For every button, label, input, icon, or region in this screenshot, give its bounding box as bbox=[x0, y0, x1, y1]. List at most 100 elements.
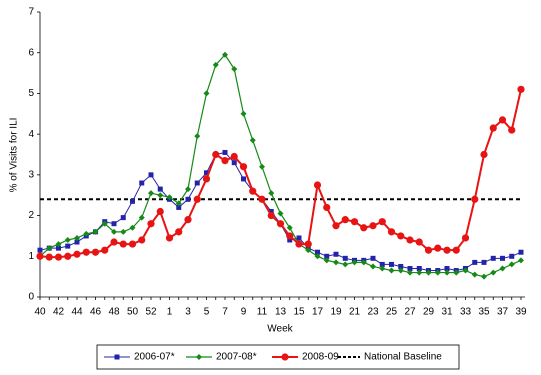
data-point bbox=[332, 222, 340, 230]
data-point bbox=[509, 253, 515, 259]
data-point bbox=[110, 238, 118, 246]
data-point bbox=[342, 261, 349, 268]
data-point bbox=[147, 220, 155, 228]
x-tick-label: 23 bbox=[367, 307, 379, 318]
data-point bbox=[222, 51, 228, 58]
data-point bbox=[240, 110, 247, 117]
data-point bbox=[120, 215, 126, 221]
data-point bbox=[333, 259, 339, 266]
data-point bbox=[74, 239, 80, 245]
data-point bbox=[120, 228, 127, 235]
data-point bbox=[498, 116, 507, 124]
data-point bbox=[360, 224, 368, 232]
data-point bbox=[286, 224, 293, 231]
data-point bbox=[378, 218, 386, 226]
legend-label: National Baseline bbox=[364, 352, 442, 363]
data-point bbox=[323, 257, 330, 264]
data-point bbox=[490, 269, 497, 276]
data-point bbox=[241, 176, 246, 182]
x-tick-label: 19 bbox=[330, 307, 342, 318]
data-point bbox=[166, 194, 173, 201]
y-tick-label: 5 bbox=[28, 88, 34, 99]
data-point bbox=[369, 222, 377, 230]
x-tick-label: 9 bbox=[241, 307, 247, 318]
data-point bbox=[323, 203, 331, 212]
data-point bbox=[434, 244, 442, 252]
data-point bbox=[212, 150, 220, 159]
data-point bbox=[175, 228, 183, 236]
data-point bbox=[444, 269, 450, 276]
data-point bbox=[462, 267, 469, 274]
x-tick-label: 44 bbox=[71, 307, 83, 318]
x-tick-label: 17 bbox=[312, 307, 324, 318]
legend-label: 2006-07* bbox=[134, 352, 175, 363]
data-point bbox=[387, 228, 396, 236]
y-axis-label: % of Visits for ILI bbox=[9, 118, 20, 193]
data-point bbox=[130, 198, 135, 204]
data-point bbox=[156, 207, 164, 216]
data-point bbox=[222, 149, 228, 155]
x-tick-label: 5 bbox=[204, 307, 210, 318]
data-point bbox=[65, 243, 71, 249]
x-tick-label: 13 bbox=[275, 307, 287, 318]
x-tick-label: 37 bbox=[497, 307, 509, 318]
data-point bbox=[203, 90, 210, 97]
data-point bbox=[406, 236, 414, 244]
legend-label: 2007-08* bbox=[216, 352, 257, 363]
x-tick-label: 1 bbox=[167, 307, 173, 318]
data-point bbox=[249, 137, 256, 144]
data-point bbox=[202, 175, 211, 183]
data-point bbox=[313, 181, 322, 189]
data-point bbox=[212, 61, 219, 68]
data-point bbox=[351, 259, 358, 266]
data-point bbox=[379, 265, 386, 272]
data-point bbox=[268, 209, 274, 214]
y-tick-label: 6 bbox=[28, 47, 34, 58]
legend-marker bbox=[281, 353, 289, 361]
data-point bbox=[388, 267, 395, 274]
data-point bbox=[175, 200, 182, 207]
data-point bbox=[315, 249, 320, 255]
x-tick-label: 52 bbox=[145, 307, 157, 318]
data-point bbox=[56, 245, 61, 251]
data-point bbox=[518, 249, 524, 255]
y-tick-label: 4 bbox=[28, 129, 34, 140]
x-tick-label: 7 bbox=[222, 307, 228, 318]
data-point bbox=[370, 263, 376, 270]
data-point bbox=[425, 269, 432, 276]
data-point bbox=[37, 247, 43, 253]
data-point bbox=[73, 250, 81, 258]
data-point bbox=[230, 152, 238, 161]
data-point bbox=[517, 85, 525, 93]
y-tick-label: 1 bbox=[28, 251, 34, 262]
data-point bbox=[204, 170, 209, 176]
x-tick-label: 42 bbox=[53, 307, 65, 318]
data-point bbox=[444, 266, 450, 271]
x-tick-label: 50 bbox=[127, 307, 139, 318]
data-point bbox=[64, 237, 71, 243]
data-point bbox=[258, 195, 266, 203]
data-point bbox=[389, 261, 394, 267]
data-point bbox=[397, 267, 404, 274]
data-point bbox=[54, 253, 63, 261]
data-point bbox=[295, 240, 303, 248]
x-tick-label: 25 bbox=[386, 307, 398, 318]
data-point bbox=[268, 190, 275, 197]
data-point bbox=[461, 234, 470, 242]
data-point bbox=[508, 126, 516, 134]
data-point bbox=[36, 252, 44, 260]
data-point bbox=[489, 124, 497, 132]
data-point bbox=[267, 211, 275, 220]
data-point bbox=[138, 214, 145, 221]
data-point bbox=[407, 266, 413, 271]
data-point bbox=[481, 273, 487, 280]
data-point bbox=[398, 263, 404, 269]
data-point bbox=[276, 220, 285, 228]
data-point bbox=[416, 269, 423, 276]
data-point bbox=[64, 252, 72, 260]
data-point bbox=[157, 186, 163, 192]
data-point bbox=[148, 172, 154, 178]
data-point bbox=[45, 253, 53, 261]
